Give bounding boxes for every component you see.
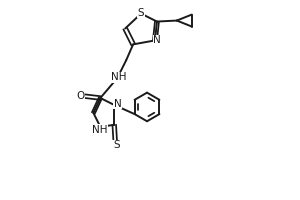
Text: N: N <box>114 99 122 109</box>
Text: O: O <box>76 91 85 101</box>
Text: S: S <box>113 140 119 150</box>
Text: S: S <box>138 8 144 18</box>
Text: N: N <box>153 35 161 45</box>
Text: NH: NH <box>112 72 127 82</box>
Text: NH: NH <box>92 125 107 135</box>
